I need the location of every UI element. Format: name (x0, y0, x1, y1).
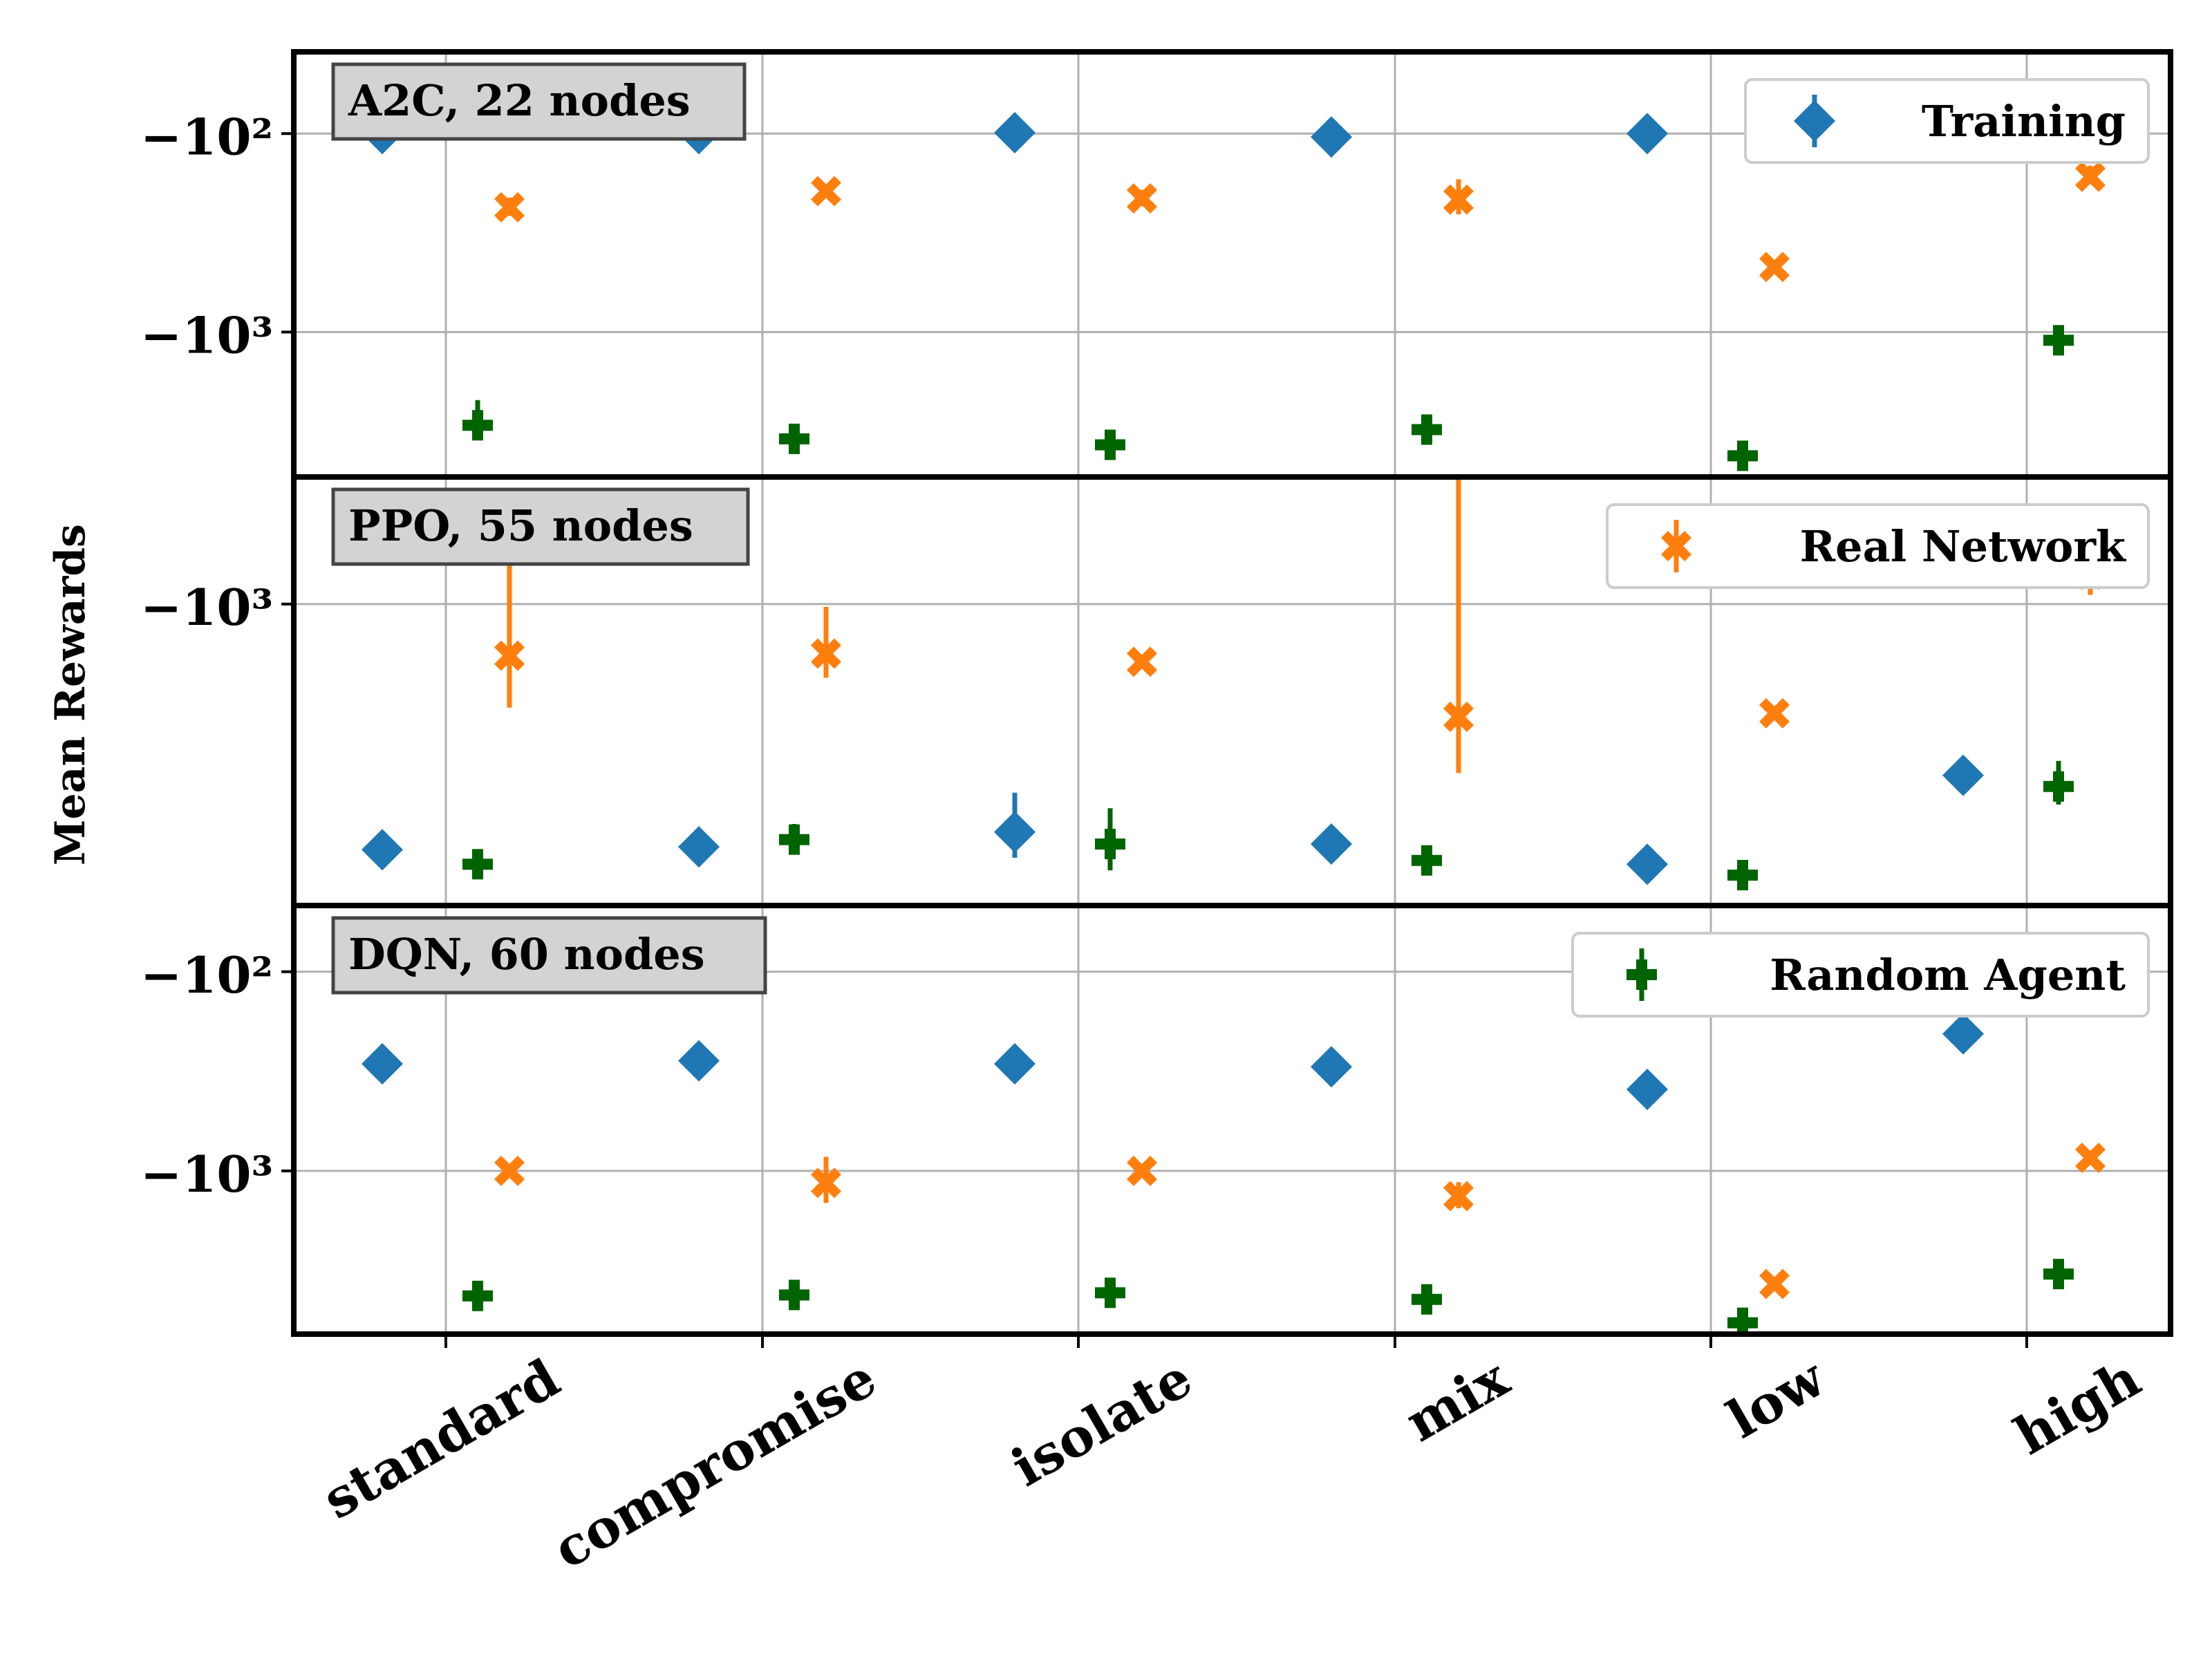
legend-3: Random Agent (1571, 932, 2150, 1018)
panel-2-marks (362, 477, 2106, 891)
point-training-compromise (678, 1040, 720, 1082)
point-real-network-isolate (1127, 646, 1157, 677)
point-real-network-standard (494, 640, 525, 671)
y-axis-label: Mean Rewards (46, 524, 95, 865)
point-random-agent-low (1727, 860, 1758, 891)
legend-label: Training (1922, 96, 2126, 147)
panel-3-frame (291, 903, 2173, 1337)
point-random-agent-compromise (779, 1280, 809, 1311)
legend-box (1744, 78, 2150, 164)
y-tick-label-panel-1: −10² (140, 107, 273, 166)
panel-label-text: PPO, 55 nodes (348, 500, 693, 551)
y-tick-label-panel-1: −10³ (140, 306, 273, 364)
x-tick-label-standard: standard (312, 1347, 570, 1531)
point-real-network-high (2075, 1142, 2106, 1173)
grid-layer (294, 52, 2171, 1334)
point-real-network-standard (494, 191, 525, 223)
point-random-agent-high (2043, 325, 2074, 356)
point-random-agent-standard (462, 410, 493, 441)
x-tick-label-isolate: isolate (1002, 1347, 1202, 1499)
point-training-standard (362, 1042, 403, 1085)
point-training-mix (1311, 116, 1352, 158)
point-random-agent-compromise (779, 423, 809, 454)
point-real-network-isolate (1127, 1155, 1157, 1186)
panel-label-box (331, 916, 767, 995)
point-real-network-isolate (1127, 182, 1157, 214)
x-tick-label-high: high (2005, 1347, 2150, 1467)
point-training-high (1942, 1013, 1984, 1055)
y-tick-label-panel-2: −10³ (140, 578, 273, 637)
point-training-isolate (994, 1042, 1035, 1085)
x-tick-label-low: low (1717, 1347, 1835, 1450)
point-real-network-compromise (811, 638, 841, 669)
y-tick-label-panel-3: −10³ (140, 1145, 273, 1203)
text-layer: Mean Rewards −10² −10³ A2C, 22 nodes Traini… (46, 62, 2150, 1581)
point-real-network-mix (1443, 701, 1474, 732)
point-random-agent-isolate (1095, 828, 1125, 859)
point-training-high (1942, 754, 1984, 796)
point-real-network-standard (494, 1155, 525, 1186)
point-random-agent-standard (462, 1280, 493, 1311)
point-random-agent-low (1727, 1307, 1758, 1334)
point-real-network-mix (1443, 1181, 1474, 1212)
point-training-low (1627, 1069, 1668, 1111)
legend-box (1606, 503, 2150, 589)
point-random-agent-high (2043, 771, 2074, 802)
panel-label-1: A2C, 22 nodes (331, 62, 747, 141)
point-training-mix (1311, 1046, 1352, 1088)
panel-label-box (331, 62, 747, 141)
legend-marker (1794, 100, 1835, 142)
x-tick-label-mix: mix (1396, 1347, 1519, 1454)
point-random-agent-mix (1412, 1284, 1442, 1315)
point-real-network-low (1759, 697, 1790, 729)
panel-label-text: DQN, 60 nodes (348, 929, 705, 980)
point-random-agent-low (1727, 440, 1758, 471)
point-training-low (1627, 113, 1668, 155)
point-random-agent-mix (1412, 845, 1442, 876)
point-training-isolate (994, 112, 1035, 154)
point-random-agent-standard (462, 849, 493, 880)
point-real-network-high (2075, 161, 2106, 192)
point-training-isolate (994, 811, 1035, 853)
point-training-mix (1311, 823, 1352, 865)
legend-label: Real Network (1800, 521, 2127, 572)
point-real-network-mix (1443, 184, 1474, 215)
point-random-agent-mix (1412, 414, 1442, 445)
legend-1: Training (1744, 78, 2150, 164)
point-real-network-low (1759, 252, 1790, 283)
legend-marker (1627, 959, 1657, 990)
y-tick-label-panel-3: −10² (140, 946, 273, 1004)
panel-3-marks (362, 1013, 2106, 1334)
panel-label-2: PPO, 55 nodes (331, 487, 750, 566)
legend-2: Real Network (1606, 503, 2150, 589)
point-random-agent-isolate (1095, 429, 1125, 460)
point-random-agent-isolate (1095, 1277, 1125, 1309)
frames-layer (281, 49, 2173, 1348)
panel-label-box (331, 487, 750, 566)
legend-label: Random Agent (1770, 950, 2126, 1000)
point-random-agent-compromise (779, 824, 809, 855)
point-real-network-compromise (811, 1168, 841, 1199)
panel-label-text: A2C, 22 nodes (348, 75, 691, 126)
x-tick-label-compromise: compromise (543, 1347, 886, 1581)
legend-box (1571, 932, 2150, 1018)
point-random-agent-high (2043, 1259, 2074, 1290)
panel-1-marks (362, 112, 2106, 471)
point-training-standard (362, 829, 403, 871)
marks-layer (362, 112, 2106, 1334)
point-real-network-compromise (811, 176, 841, 207)
panel-label-3: DQN, 60 nodes (331, 916, 767, 995)
point-training-low (1627, 843, 1668, 885)
point-training-compromise (678, 826, 720, 868)
point-real-network-low (1759, 1268, 1790, 1300)
legend-marker (1661, 531, 1691, 561)
